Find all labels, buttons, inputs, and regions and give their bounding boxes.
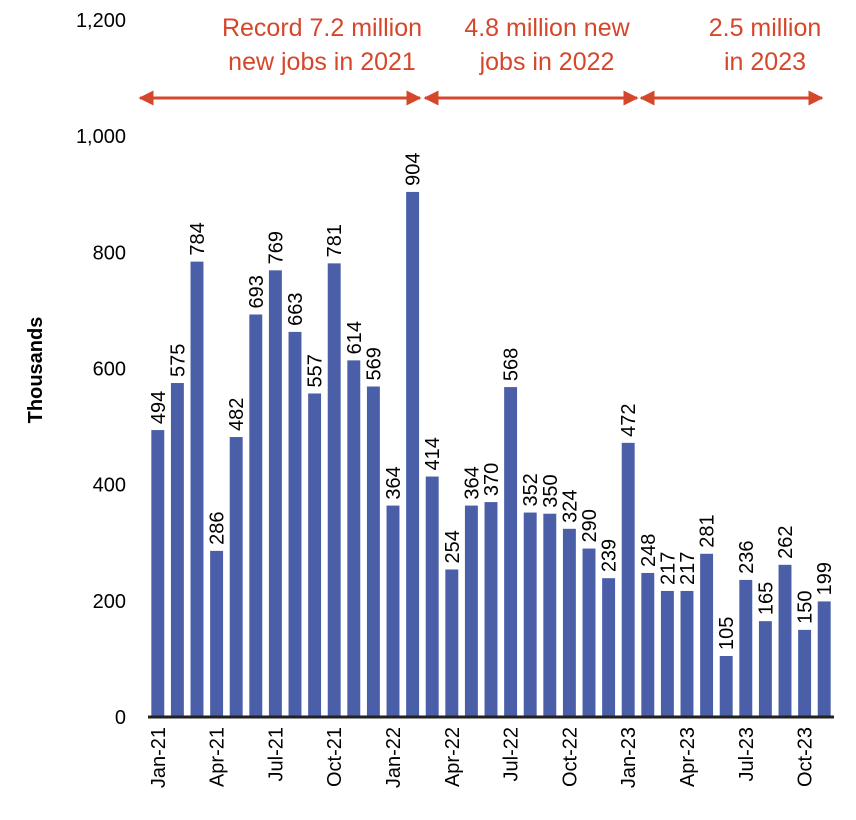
bar <box>170 383 184 717</box>
bar <box>778 564 792 717</box>
data-label: 290 <box>579 509 601 542</box>
bar <box>386 505 400 717</box>
x-tick-label: Jan-23 <box>618 727 640 788</box>
bar <box>151 430 165 717</box>
data-label: 364 <box>383 466 405 499</box>
bar <box>504 387 518 717</box>
y-tick-label: 1,000 <box>76 126 126 148</box>
bar <box>602 578 616 717</box>
data-label: 254 <box>442 530 464 563</box>
data-label: 482 <box>226 398 248 431</box>
data-label: 693 <box>246 275 268 308</box>
bar <box>719 656 733 717</box>
bar <box>366 386 380 717</box>
data-label: 350 <box>540 474 562 507</box>
data-label: 769 <box>265 231 287 264</box>
bar <box>425 476 439 717</box>
bar <box>190 261 204 717</box>
data-label: 286 <box>207 512 229 545</box>
bar <box>210 550 224 717</box>
data-label: 614 <box>344 321 366 354</box>
data-label: 217 <box>677 552 699 585</box>
data-label: 281 <box>697 514 719 547</box>
x-tick-label: Apr-23 <box>677 727 699 787</box>
y-tick-label: 800 <box>93 242 126 264</box>
x-tick-label: Apr-22 <box>442 727 464 787</box>
data-label: 324 <box>559 489 581 522</box>
x-tick-label: Apr-21 <box>207 727 229 787</box>
y-tick-label: 1,200 <box>76 10 126 32</box>
data-label: 236 <box>736 541 758 574</box>
bar <box>523 512 537 717</box>
bar <box>229 437 243 717</box>
y-tick-label: 0 <box>115 707 126 729</box>
x-tick-label: Jul-22 <box>501 727 523 781</box>
data-label: 248 <box>638 534 660 567</box>
annotation: in 2023 <box>724 48 806 76</box>
y-tick-label: 600 <box>93 359 126 381</box>
annotation: 4.8 million new <box>464 14 630 42</box>
bar <box>739 579 753 717</box>
x-tick-label: Jul-21 <box>265 727 287 781</box>
annotation: jobs in 2022 <box>479 48 615 76</box>
bar <box>464 505 478 717</box>
data-label: 414 <box>422 437 444 470</box>
bar <box>817 601 831 717</box>
x-tick-label: Oct-21 <box>324 727 346 787</box>
bar <box>562 528 576 717</box>
data-label: 165 <box>755 582 777 615</box>
x-tick-label: Jan-22 <box>383 727 405 788</box>
data-label: 370 <box>481 463 503 496</box>
annotation: Record 7.2 million <box>222 14 422 42</box>
bar <box>288 331 302 717</box>
bar <box>308 393 322 717</box>
bar <box>268 270 282 717</box>
data-label: 199 <box>814 562 836 595</box>
bar <box>327 263 341 717</box>
bar <box>543 513 557 717</box>
x-tick-label: Oct-23 <box>795 727 817 787</box>
bar <box>484 502 498 717</box>
bar <box>406 191 420 718</box>
data-label: 352 <box>520 473 542 506</box>
annotation: new jobs in 2021 <box>228 48 416 76</box>
bar <box>445 569 459 717</box>
bar <box>660 590 674 717</box>
data-label: 904 <box>403 153 425 186</box>
bar <box>621 442 635 717</box>
bar <box>680 590 694 717</box>
bar <box>700 553 714 717</box>
data-label: 364 <box>461 466 483 499</box>
x-tick-label: Oct-22 <box>559 727 581 787</box>
y-tick-label: 200 <box>93 591 126 613</box>
bar <box>798 629 812 717</box>
bar <box>347 360 361 717</box>
data-label: 494 <box>148 391 170 424</box>
data-label: 472 <box>618 403 640 436</box>
y-tick-label: 400 <box>93 475 126 497</box>
bar <box>582 548 596 717</box>
data-label: 568 <box>501 348 523 381</box>
bar <box>641 572 655 717</box>
data-label: 663 <box>285 293 307 326</box>
data-label: 239 <box>599 539 621 572</box>
data-label: 781 <box>324 224 346 257</box>
data-label: 262 <box>775 525 797 558</box>
bar <box>249 314 263 717</box>
data-label: 784 <box>187 222 209 255</box>
annotation: 2.5 million <box>709 14 822 42</box>
data-label: 557 <box>305 354 327 387</box>
data-label: 569 <box>363 347 385 380</box>
x-tick-label: Jul-23 <box>736 727 758 781</box>
y-axis-label: Thousands <box>25 317 47 424</box>
data-label: 105 <box>716 617 738 650</box>
data-label: 575 <box>167 344 189 377</box>
data-label: 217 <box>657 552 679 585</box>
x-tick-label: Jan-21 <box>148 727 170 788</box>
data-label: 150 <box>795 591 817 624</box>
bar <box>758 621 772 717</box>
